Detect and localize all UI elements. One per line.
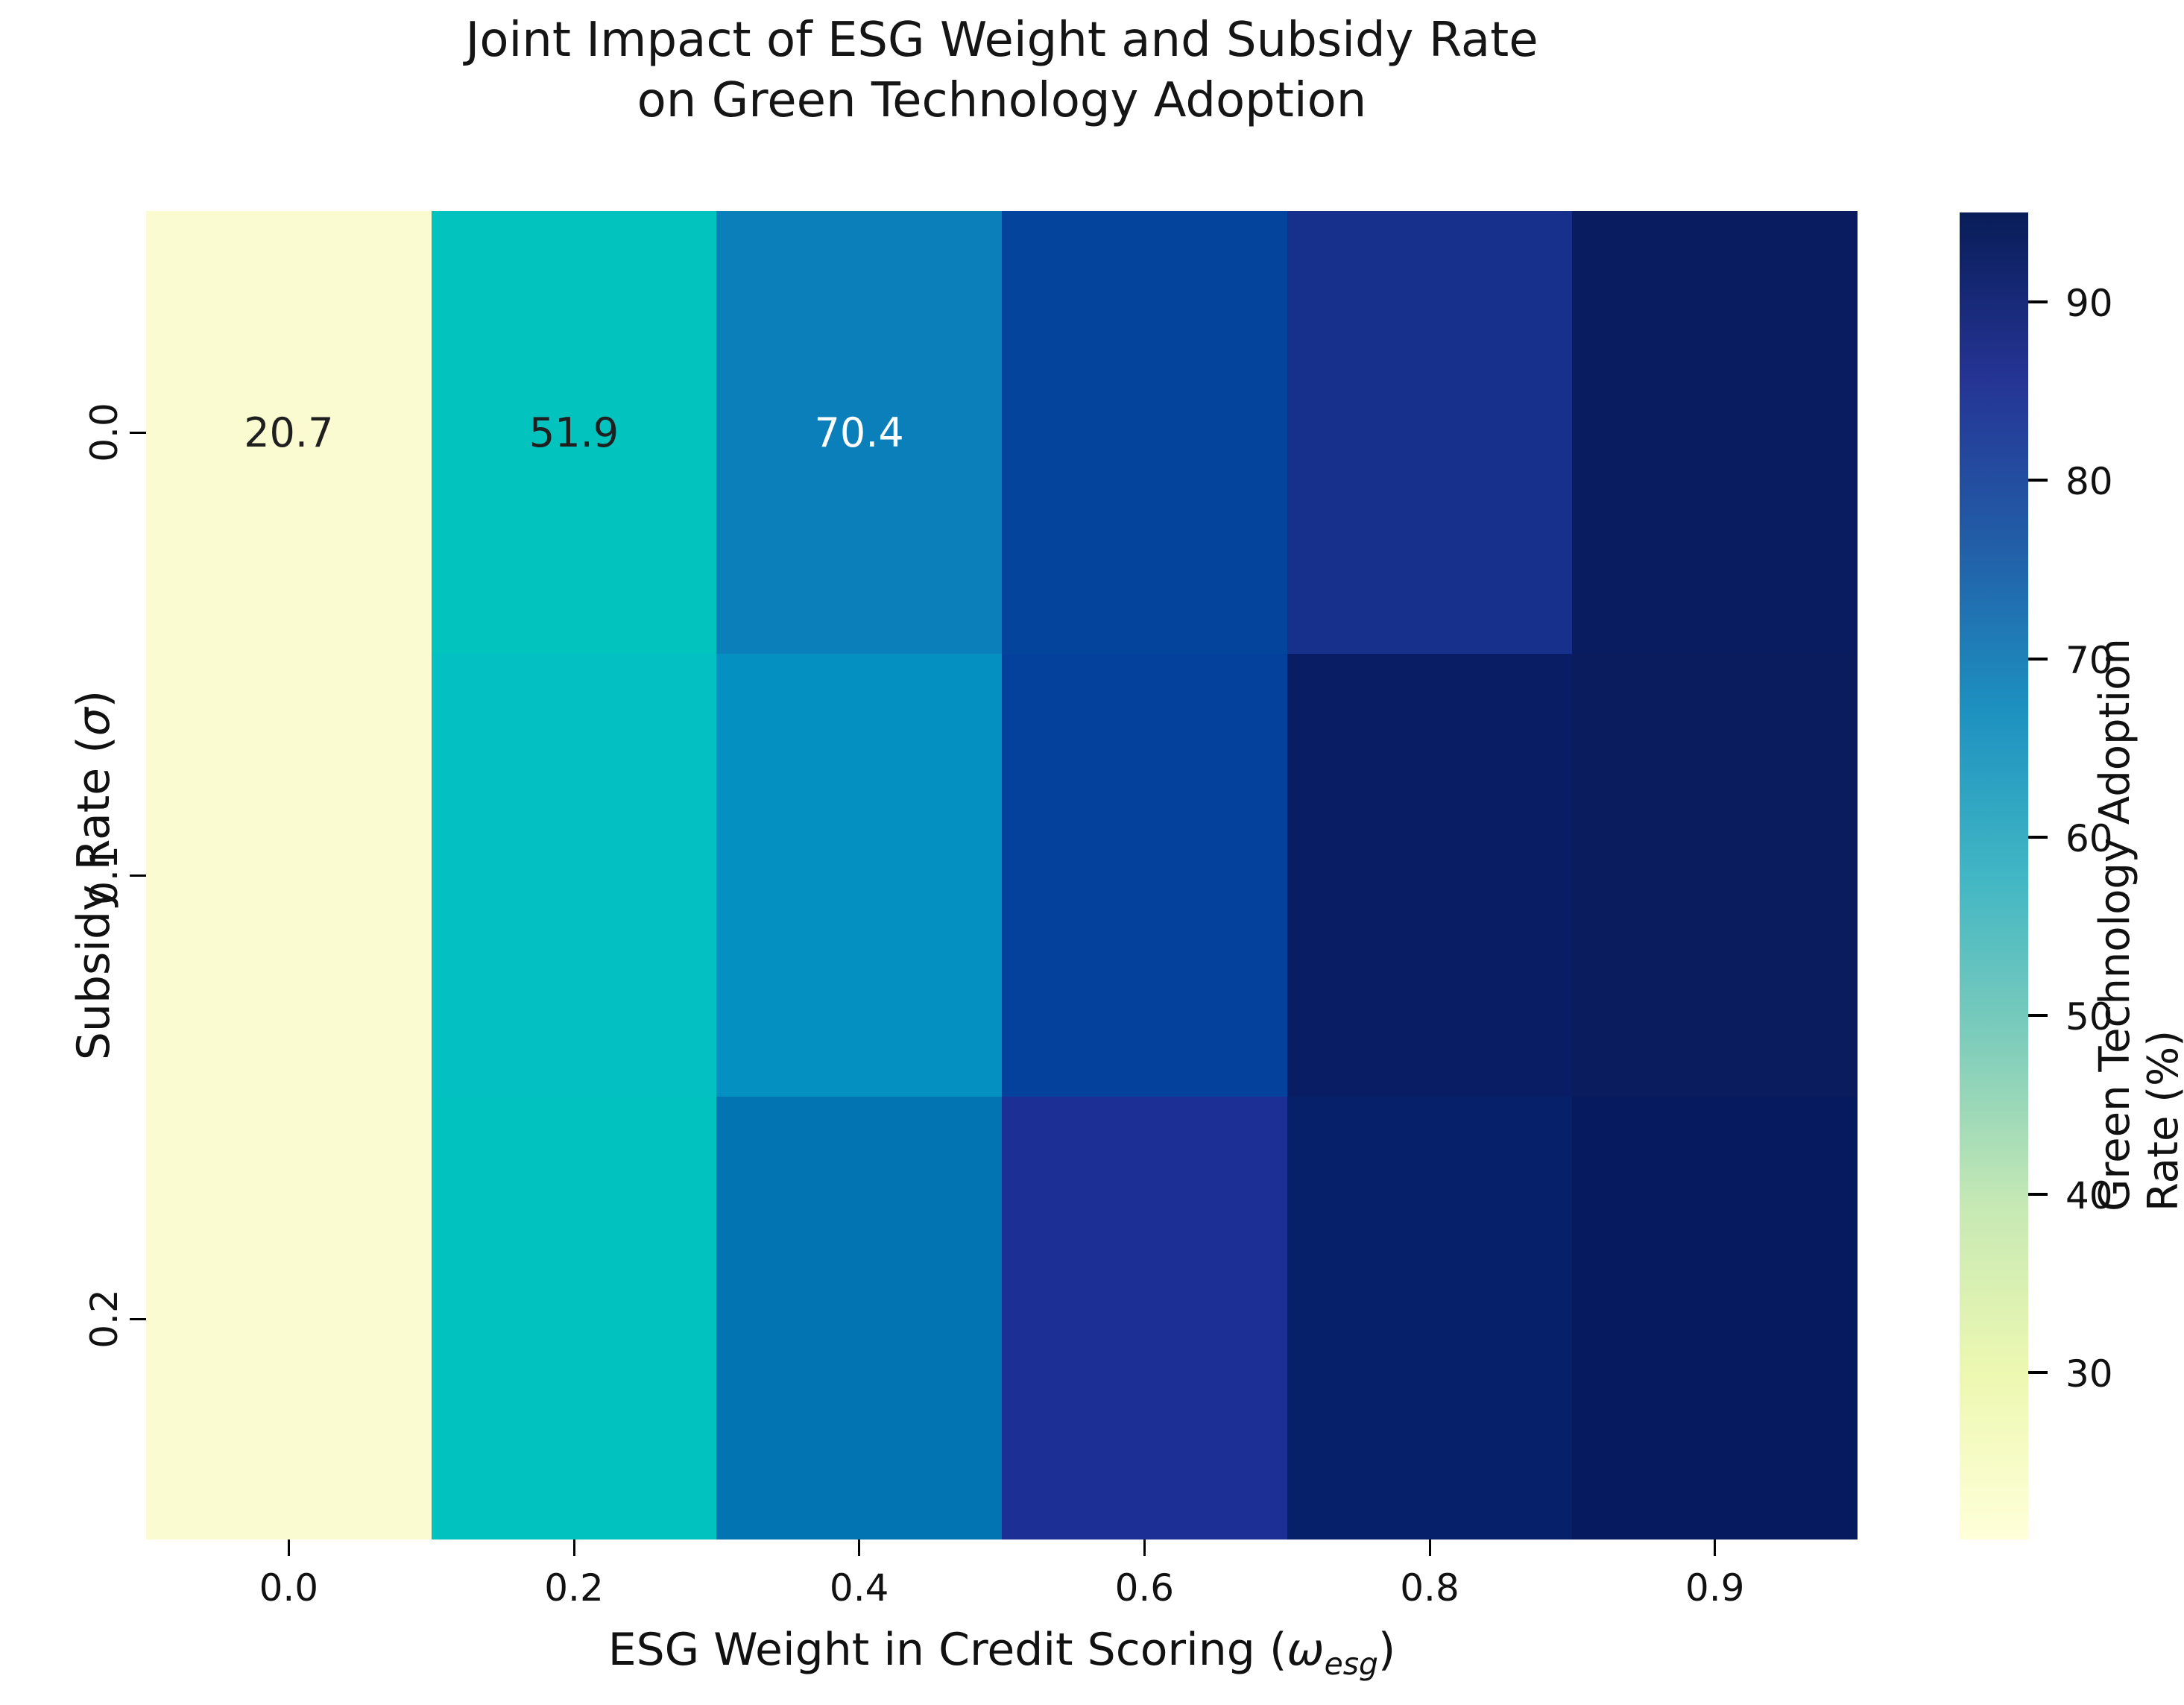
y-tick-label: 0.2 <box>83 1289 126 1349</box>
x-axis-label-subscript: esg <box>1324 1646 1378 1682</box>
x-tick-label: 0.2 <box>544 1566 604 1610</box>
x-tick-mark <box>1143 1539 1146 1556</box>
y-axis-label-text: Subsidy Rate ( <box>68 736 120 1061</box>
heatmap-cell <box>1287 654 1573 1097</box>
x-tick-mark <box>1428 1539 1431 1556</box>
heatmap-cell <box>1287 211 1573 654</box>
colorbar-tick-label: 90 <box>2065 282 2113 325</box>
colorbar-tick-mark <box>2028 1014 2048 1017</box>
chart-title-line2: on Green Technology Adoption <box>637 72 1367 128</box>
x-tick: 0.4 <box>716 1539 1002 1659</box>
x-axis-label: ESG Weight in Credit Scoring (ωesg) <box>146 1624 1858 1682</box>
y-axis-label: Subsidy Rate (σ) <box>68 540 120 1211</box>
heatmap-cell <box>1001 654 1287 1097</box>
heatmap-cell <box>1001 1097 1287 1539</box>
heatmap-cell: 51.9 <box>431 211 717 654</box>
x-tick: 0.6 <box>1002 1539 1287 1659</box>
heatmap-cell <box>1001 211 1287 654</box>
colorbar-tick-mark <box>2028 300 2048 303</box>
x-tick: 0.9 <box>1572 1539 1858 1659</box>
x-tick-label: 0.9 <box>1685 1566 1745 1610</box>
y-tick-label: 0.0 <box>83 403 126 462</box>
colorbar-tick-mark <box>2028 1371 2048 1374</box>
heatmap-cell <box>146 654 432 1097</box>
y-axis-label-symbol: σ <box>68 707 120 737</box>
cell-value-label: 20.7 <box>244 409 334 456</box>
colorbar-tick-label: 40 <box>2065 1174 2113 1217</box>
cell-value-label: 51.9 <box>528 409 619 456</box>
x-axis-label-symbol: ω <box>1287 1624 1325 1676</box>
x-axis-label-text: ESG Weight in Credit Scoring ( <box>607 1624 1287 1676</box>
x-tick-label: 0.8 <box>1400 1566 1459 1610</box>
colorbar-tick-mark <box>2028 479 2048 482</box>
heatmap-cell <box>1572 211 1858 654</box>
heatmap-cell <box>716 1097 1002 1539</box>
heatmap-cell <box>146 1097 432 1539</box>
colorbar-tick-label: 60 <box>2065 817 2113 860</box>
heatmap-cell <box>1572 1097 1858 1539</box>
x-tick: 0.8 <box>1287 1539 1573 1659</box>
colorbar-tick-label: 30 <box>2065 1352 2113 1396</box>
colorbar-axis-label: Green Technology Adoption Rate (%) <box>2091 638 2184 1211</box>
chart-title-line1: Joint Impact of ESG Weight and Subsidy R… <box>465 13 1538 68</box>
chart-title: Joint Impact of ESG Weight and Subsidy R… <box>146 10 1858 130</box>
x-tick: 0.2 <box>432 1539 717 1659</box>
heatmap-grid: 20.7 51.9 70.4 <box>146 211 1858 1539</box>
colorbar-tick-mark <box>2028 1193 2048 1196</box>
heatmap-cell <box>431 1097 717 1539</box>
x-tick-label: 0.0 <box>259 1566 319 1610</box>
heatmap-cell <box>1572 654 1858 1097</box>
x-tick-label: 0.4 <box>829 1566 889 1610</box>
y-tick-mark <box>130 1318 146 1320</box>
colorbar-tick-mark <box>2028 658 2048 661</box>
heatmap-cell: 20.7 <box>146 211 432 654</box>
colorbar-tick-mark <box>2028 836 2048 839</box>
y-tick-mark <box>130 874 146 877</box>
x-tick: 0.0 <box>146 1539 432 1659</box>
colorbar-gradient <box>1960 212 2028 1539</box>
heatmap-cell: 70.4 <box>716 211 1002 654</box>
x-tick-mark <box>287 1539 290 1556</box>
cell-value-label: 70.4 <box>814 409 904 456</box>
x-tick-mark <box>858 1539 861 1556</box>
x-axis-ticks: 0.0 0.2 0.4 0.6 0.8 0.9 <box>146 1539 1858 1659</box>
colorbar-tick-label: 70 <box>2065 639 2113 682</box>
heatmap-cell <box>716 654 1002 1097</box>
y-tick-mark <box>130 432 146 434</box>
y-axis-label-suffix: ) <box>68 690 120 708</box>
x-tick-label: 0.6 <box>1114 1566 1175 1610</box>
heatmap-cell <box>1287 1097 1573 1539</box>
colorbar-tick-label: 50 <box>2065 995 2113 1039</box>
x-tick-mark <box>572 1539 575 1556</box>
colorbar-tick-label: 80 <box>2065 460 2113 503</box>
x-tick-mark <box>1714 1539 1717 1556</box>
x-axis-label-suffix: ) <box>1377 1624 1396 1676</box>
heatmap-cell <box>431 654 717 1097</box>
